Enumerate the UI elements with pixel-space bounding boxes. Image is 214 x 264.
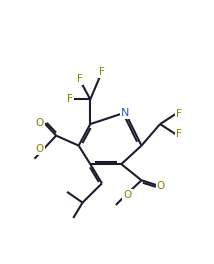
Text: O: O — [123, 190, 132, 200]
Text: F: F — [176, 109, 182, 119]
Text: F: F — [77, 74, 82, 84]
Text: F: F — [99, 67, 105, 77]
Text: O: O — [157, 181, 165, 191]
Text: F: F — [176, 129, 182, 139]
Text: O: O — [36, 117, 44, 128]
Text: N: N — [121, 107, 129, 117]
Text: O: O — [36, 144, 44, 154]
Text: F: F — [67, 95, 73, 105]
